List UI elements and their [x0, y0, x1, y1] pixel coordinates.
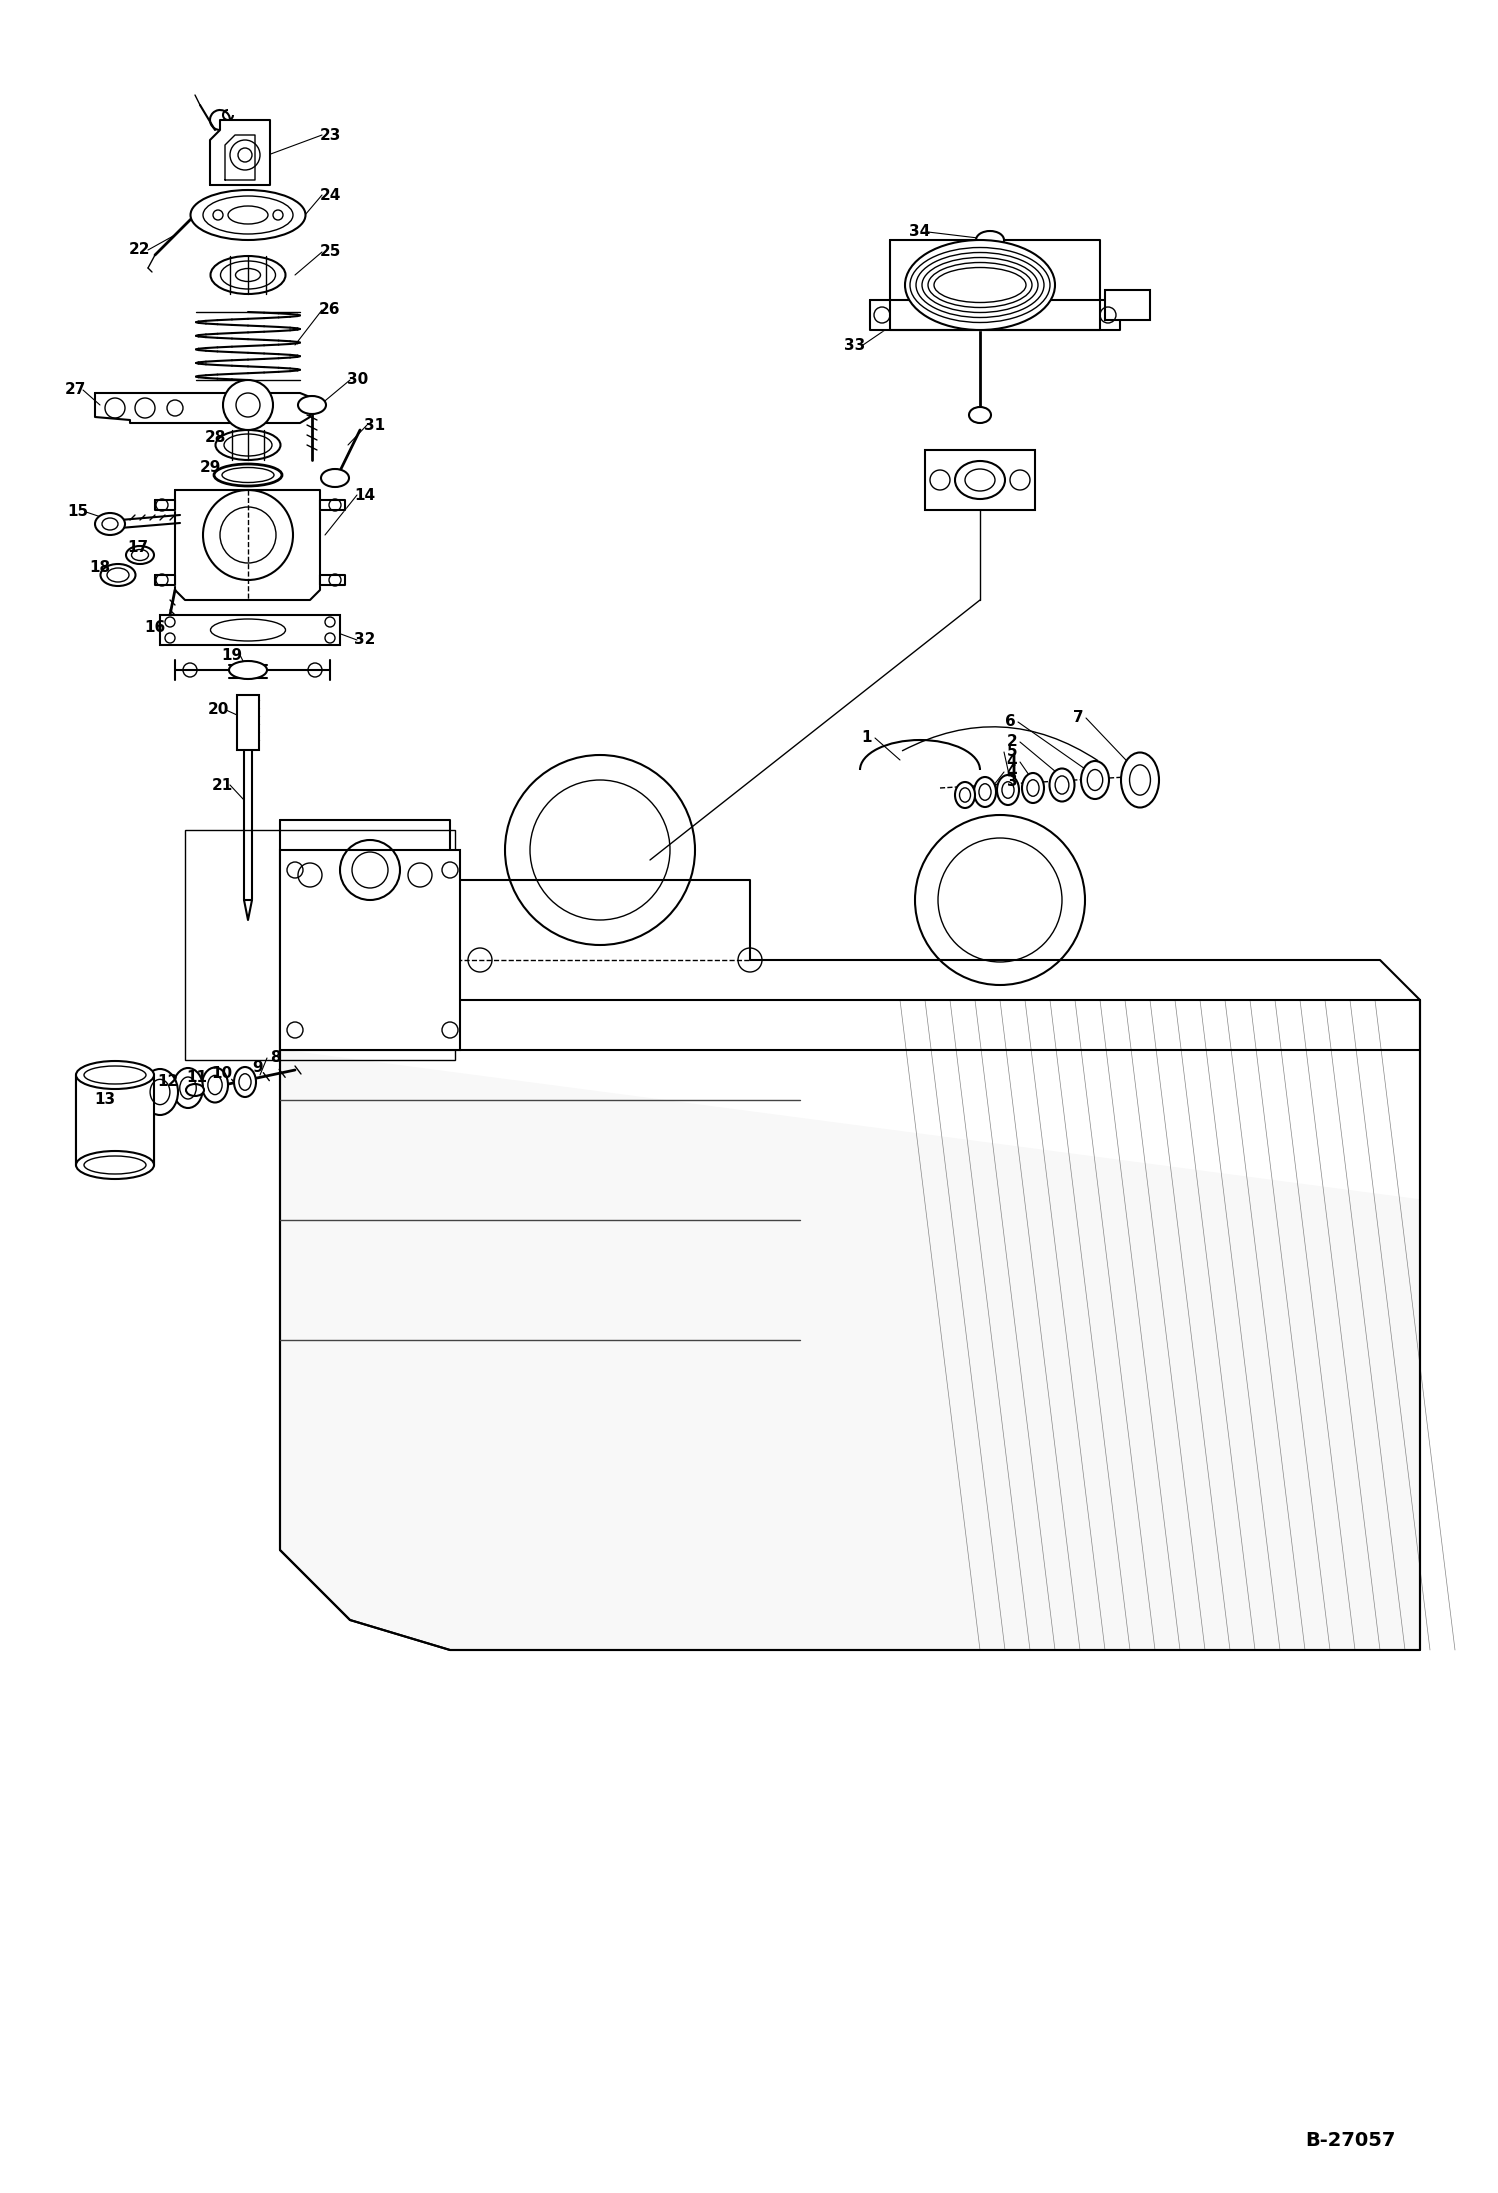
Text: 29: 29	[199, 461, 220, 476]
Text: 33: 33	[845, 338, 866, 353]
Text: 25: 25	[319, 243, 340, 259]
Bar	[76, 1075, 154, 1164]
Text: 27: 27	[64, 382, 85, 397]
Text: 23: 23	[319, 127, 340, 143]
Text: 10: 10	[211, 1066, 232, 1081]
Text: 17: 17	[127, 539, 148, 555]
Ellipse shape	[998, 774, 1019, 805]
Ellipse shape	[186, 1083, 204, 1096]
Text: 31: 31	[364, 417, 385, 432]
Text: 1: 1	[861, 730, 872, 746]
Text: 8: 8	[270, 1050, 280, 1066]
Ellipse shape	[94, 513, 124, 535]
Bar	[1106, 289, 1150, 320]
Text: 34: 34	[909, 224, 930, 239]
Ellipse shape	[974, 776, 996, 807]
Text: 6: 6	[1005, 715, 1016, 730]
Polygon shape	[890, 239, 1100, 329]
Ellipse shape	[1121, 752, 1159, 807]
Ellipse shape	[1022, 772, 1044, 803]
Polygon shape	[244, 899, 252, 921]
Text: 4: 4	[1007, 754, 1017, 770]
Text: 20: 20	[207, 702, 229, 717]
Text: 7: 7	[1073, 711, 1083, 726]
Text: 4: 4	[1007, 765, 1017, 779]
Text: 32: 32	[355, 632, 376, 647]
Text: 9: 9	[253, 1061, 264, 1075]
Ellipse shape	[214, 465, 282, 487]
Ellipse shape	[76, 1151, 154, 1180]
Ellipse shape	[216, 430, 280, 461]
Text: 18: 18	[90, 561, 111, 575]
Bar	[237, 695, 259, 750]
Text: 14: 14	[355, 487, 376, 502]
Ellipse shape	[202, 1068, 228, 1103]
Text: 30: 30	[348, 373, 369, 388]
Ellipse shape	[142, 1068, 178, 1114]
Ellipse shape	[76, 1061, 154, 1090]
Polygon shape	[210, 121, 270, 184]
Text: 11: 11	[186, 1070, 208, 1086]
Polygon shape	[154, 575, 175, 586]
Text: 28: 28	[204, 430, 226, 445]
Text: 24: 24	[319, 186, 340, 202]
Text: 26: 26	[319, 303, 340, 318]
Ellipse shape	[905, 239, 1055, 329]
Ellipse shape	[190, 191, 306, 239]
Ellipse shape	[1082, 761, 1109, 798]
Ellipse shape	[969, 408, 992, 423]
Text: 21: 21	[211, 779, 232, 792]
Polygon shape	[280, 1050, 1420, 1649]
Polygon shape	[94, 393, 310, 423]
Ellipse shape	[211, 257, 286, 294]
Text: 19: 19	[222, 647, 243, 662]
Ellipse shape	[100, 564, 135, 586]
Circle shape	[223, 379, 273, 430]
Ellipse shape	[126, 546, 154, 564]
Ellipse shape	[298, 397, 327, 414]
Text: 2: 2	[1007, 735, 1017, 750]
Text: 3: 3	[1007, 774, 1017, 789]
Ellipse shape	[234, 1068, 256, 1096]
Text: 5: 5	[1007, 743, 1017, 759]
Ellipse shape	[1050, 768, 1074, 800]
Ellipse shape	[977, 230, 1004, 250]
Polygon shape	[154, 500, 175, 511]
Polygon shape	[321, 575, 345, 586]
Text: 22: 22	[129, 243, 151, 257]
Ellipse shape	[172, 1068, 204, 1107]
Ellipse shape	[229, 660, 267, 680]
Ellipse shape	[321, 469, 349, 487]
Bar	[280, 851, 460, 1050]
Polygon shape	[870, 300, 1121, 329]
Text: 16: 16	[144, 621, 166, 636]
Bar	[184, 829, 455, 1059]
Polygon shape	[175, 489, 321, 601]
Polygon shape	[321, 500, 345, 511]
Text: 13: 13	[94, 1092, 115, 1107]
Text: B-27057: B-27057	[1305, 2132, 1395, 2149]
Bar	[924, 450, 1035, 511]
Bar	[160, 614, 340, 645]
Ellipse shape	[956, 783, 975, 807]
Text: 12: 12	[157, 1075, 178, 1090]
Text: 15: 15	[67, 504, 88, 520]
